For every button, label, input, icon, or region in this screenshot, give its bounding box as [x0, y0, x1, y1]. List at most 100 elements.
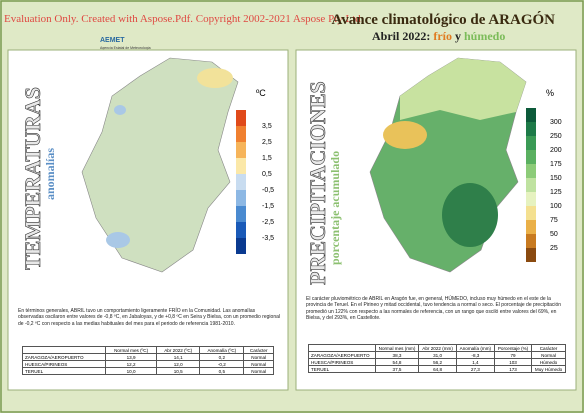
panel-title: PRECIPITACIONES — [305, 81, 330, 285]
table-cell: Normal — [243, 360, 274, 368]
table-cell: 12,0 — [156, 360, 201, 368]
table-header: Anomalía (mm) — [455, 344, 495, 352]
table-cell: 12,2 — [105, 360, 158, 368]
table-cell: 79 — [493, 351, 533, 359]
legend-swatch — [526, 164, 536, 178]
table-header: Carácter — [531, 344, 566, 352]
legend-swatch — [236, 238, 246, 254]
station-name: HUESCA/PIRINEOS — [308, 358, 376, 366]
table-row: HUESCA/PIRINEOS 54,8 56,2 1,4 103 Húmedo — [308, 358, 566, 366]
table-header: Normal mes (mm) — [374, 344, 420, 352]
legend-unit: ºC — [256, 88, 266, 98]
legend-label: -3,5 — [262, 235, 274, 242]
table-cell: 173 — [493, 365, 533, 373]
legend-label: 300 — [550, 119, 562, 126]
table-cell: 64,8 — [418, 365, 457, 373]
legend-label: -0,5 — [262, 187, 274, 194]
panel-subtitle: anomalías — [43, 148, 57, 200]
legend-swatch — [526, 178, 536, 192]
table-header: Anomalía (ºC) — [199, 346, 245, 354]
table-row: HUESCA/PIRINEOS 12,2 12,0 -0,2 Normal — [21, 360, 274, 368]
table-cell: Normal — [243, 353, 274, 361]
table-corner — [308, 344, 376, 352]
panel-title: TEMPERATURAS — [20, 87, 45, 270]
legend-label: 50 — [550, 231, 558, 238]
watermark: Evaluation Only. Created with Aspose.Pdf… — [4, 13, 364, 25]
table-header: Abr 2022 (mm) — [418, 344, 457, 352]
legend-swatch — [526, 206, 536, 220]
legend-swatch — [526, 192, 536, 206]
legend-swatch — [526, 150, 536, 164]
subtitle: Abril 2022: frío y húmedo — [372, 29, 505, 43]
subtitle-word: frío — [433, 29, 452, 43]
table-row: TERUEL 37,5 64,8 27,3 173 Muy Húmedo — [308, 365, 566, 373]
subtitle-prefix: Abril 2022: — [372, 29, 430, 43]
station-name: ZARAGOZA/AEROPUERTO — [21, 353, 107, 361]
table-cell: Muy Húmedo — [531, 365, 566, 373]
legend-swatch — [236, 206, 246, 222]
table-cell: 0,2 — [199, 353, 245, 361]
map-wet-area — [442, 183, 498, 247]
table-row: TERUEL 10,0 10,5 0,5 Normal — [21, 367, 274, 375]
logo: AEMET — [100, 37, 125, 44]
table-cell: 0,5 — [199, 367, 245, 375]
temperature-text: En términos generales, ABRIL tuvo un com… — [18, 308, 280, 327]
table-cell: Normal — [531, 351, 566, 359]
logo-sub: Agencia Estatal de Meteorología — [100, 46, 151, 50]
table-cell: -8,3 — [455, 351, 495, 359]
table-cell: 10,0 — [105, 367, 158, 375]
legend-swatch — [526, 220, 536, 234]
title: Avance climatológico de ARAGÓN — [332, 11, 556, 28]
legend-swatch — [236, 158, 246, 174]
table-cell: 27,3 — [455, 365, 495, 373]
table-header: Abr 2022 (ºC) — [156, 346, 201, 354]
table-cell: 1,4 — [455, 358, 495, 366]
station-name: ZARAGOZA/AEROPUERTO — [308, 351, 376, 359]
legend-label: -2,5 — [262, 219, 274, 226]
legend-label: 1,5 — [262, 155, 272, 162]
map-cold-area — [114, 105, 126, 115]
legend-swatch — [236, 190, 246, 206]
legend-label: 2,5 — [262, 139, 272, 146]
map-normal-area — [400, 58, 526, 120]
legend-swatch — [526, 108, 536, 122]
table-cell: 54,8 — [374, 358, 420, 366]
legend-label: 150 — [550, 175, 562, 182]
table-cell: 56,2 — [418, 358, 457, 366]
legend-swatch — [236, 222, 246, 238]
temperature-table: Normal mes (ºC) Abr 2022 (ºC) Anomalía (ºC… — [21, 346, 274, 375]
legend-swatch — [526, 136, 536, 150]
table-cell: 103 — [493, 358, 533, 366]
panel-subtitle: porcentaje acumulado — [328, 151, 342, 265]
legend-label: 175 — [550, 161, 562, 168]
subtitle-word: húmedo — [464, 29, 505, 43]
subtitle-join: y — [455, 29, 461, 43]
table-header: Porcentaje (%) — [493, 344, 533, 352]
legend-label: -1,5 — [262, 203, 274, 210]
table-cell: 13,9 — [105, 353, 158, 361]
legend-unit: % — [546, 88, 554, 98]
table-cell: 31,0 — [418, 351, 457, 359]
legend-label: 125 — [550, 189, 562, 196]
table-cell: 10,5 — [156, 367, 201, 375]
table-cell: 14,1 — [156, 353, 201, 361]
legend-label: 100 — [550, 203, 562, 210]
legend-swatch — [236, 142, 246, 158]
table-corner — [21, 346, 107, 354]
station-name: TERUEL — [308, 365, 376, 373]
table-header-row: Normal mes (mm) Abr 2022 (mm) Anomalía (mm… — [308, 344, 566, 352]
legend-swatch — [526, 122, 536, 136]
table-header: Normal mes (ºC) — [105, 346, 158, 354]
legend-swatch — [236, 174, 246, 190]
legend-label: 0,5 — [262, 171, 272, 178]
legend-label: 25 — [550, 245, 558, 252]
table-cell: -0,2 — [199, 360, 245, 368]
map-cold-area — [106, 232, 130, 248]
legend-label: 200 — [550, 147, 562, 154]
legend-swatch — [526, 234, 536, 248]
map-dry-area — [383, 121, 427, 149]
table-cell: Húmedo — [531, 358, 566, 366]
legend-swatch — [236, 126, 246, 142]
